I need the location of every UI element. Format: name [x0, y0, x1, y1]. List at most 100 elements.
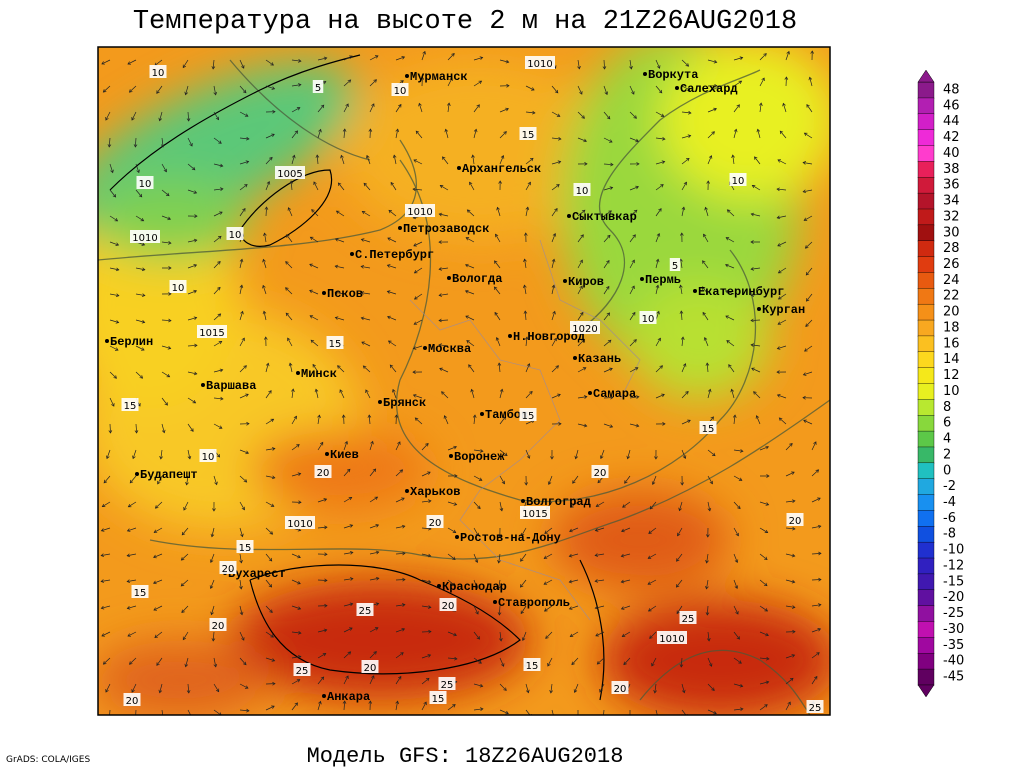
- wind-arrow: [597, 657, 605, 665]
- wind-arrow-head: [599, 455, 604, 460]
- colorbar-swatch: [917, 319, 935, 337]
- wind-arrow-head: [210, 533, 215, 538]
- wind-arrow-head: [415, 130, 420, 135]
- wind-arrow: [239, 184, 248, 191]
- wind-arrow-head: [216, 453, 221, 458]
- wind-arrow-head: [543, 555, 548, 559]
- wind-arrow-head: [572, 480, 576, 484]
- wind-arrow-head: [706, 638, 711, 642]
- wind-arrow: [388, 340, 397, 347]
- wind-arrow-head: [389, 364, 394, 369]
- wind-arrow: [731, 389, 735, 399]
- wind-arrow-head: [395, 700, 400, 705]
- wind-arrow: [265, 579, 272, 588]
- wind-arrow: [681, 709, 687, 715]
- colorbar-label: 12: [943, 368, 960, 383]
- wind-arrow-head: [412, 370, 416, 374]
- wind-arrow: [387, 237, 397, 243]
- contour-label-box: [679, 611, 697, 624]
- wind-arrow-head: [705, 612, 710, 616]
- wind-arrow: [343, 497, 352, 503]
- contour-label: 10: [139, 179, 152, 190]
- colorbar-swatch: [917, 303, 935, 321]
- city-label: Анкара: [327, 690, 370, 704]
- wind-arrow-head: [182, 64, 187, 69]
- colorbar-label: -40: [943, 654, 964, 669]
- wind-arrow-head: [344, 440, 348, 445]
- wind-arrow: [135, 345, 145, 351]
- wind-arrow: [726, 340, 735, 347]
- wind-arrow-head: [412, 394, 417, 398]
- wind-arrow-head: [660, 184, 664, 188]
- wind-arrow-head: [220, 187, 224, 191]
- wind-arrow-head: [339, 389, 343, 393]
- wind-arrow: [395, 56, 405, 61]
- wind-arrow: [127, 579, 137, 582]
- credit: GrADS: COLA/IGES: [6, 755, 90, 765]
- city-label: Будапешт: [140, 468, 198, 482]
- wind-arrow: [395, 441, 401, 451]
- wind-arrow-head: [113, 375, 117, 379]
- wind-arrow: [361, 266, 371, 269]
- wind-arrow-head: [322, 653, 327, 657]
- wind-arrow-head: [402, 551, 406, 556]
- wind-arrow: [239, 475, 247, 483]
- wind-arrow-head: [262, 284, 266, 289]
- colorbar-label: 14: [943, 352, 960, 367]
- wind-arrow-head: [676, 558, 680, 562]
- wind-arrow-head: [194, 343, 198, 348]
- wind-arrow: [187, 290, 197, 295]
- wind-arrow-head: [713, 59, 718, 64]
- wind-arrow: [159, 683, 163, 693]
- wind-arrow-head: [569, 633, 574, 637]
- wind-arrow-head: [495, 337, 500, 341]
- wind-arrow-head: [594, 605, 599, 610]
- wind-arrow: [603, 339, 612, 347]
- wind-arrow-head: [702, 260, 706, 264]
- wind-arrow-head: [349, 577, 354, 581]
- wind-arrow: [361, 317, 371, 321]
- wind-arrow-head: [658, 208, 662, 212]
- wind-arrow: [317, 104, 325, 113]
- city-label: Волгоград: [526, 495, 591, 509]
- wind-arrow: [439, 267, 449, 270]
- wind-arrow: [335, 291, 345, 295]
- wind-arrow-head: [187, 455, 192, 460]
- city-dot: [201, 383, 205, 387]
- wind-arrow: [447, 631, 457, 636]
- wind-arrow-head: [656, 233, 661, 237]
- wind-arrow-head: [497, 559, 501, 564]
- contour-label-box: [219, 561, 237, 574]
- wind-arrow-head: [214, 481, 218, 486]
- wind-arrow-head: [158, 689, 163, 694]
- wind-arrow: [135, 371, 143, 379]
- wind-arrow-head: [298, 59, 302, 63]
- wind-arrow: [569, 527, 579, 532]
- city-dot: [447, 276, 451, 280]
- wind-arrow-head: [754, 156, 758, 160]
- city-dot: [643, 72, 647, 76]
- contour-label: 1020: [572, 324, 597, 335]
- wind-arrow-head: [604, 91, 609, 96]
- wind-arrow: [733, 553, 738, 563]
- wind-arrow: [728, 364, 735, 373]
- colorbar-label: 2: [943, 447, 951, 462]
- wind-arrow-head: [374, 496, 379, 500]
- wind-arrow: [676, 579, 683, 588]
- wind-arrow: [603, 85, 608, 95]
- city-dot: [405, 489, 409, 493]
- wind-arrow: [210, 579, 215, 589]
- wind-arrow-head: [131, 117, 135, 121]
- wind-arrow: [239, 393, 249, 399]
- wind-arrow-head: [688, 110, 692, 115]
- wind-arrow-head: [127, 61, 131, 65]
- wind-arrow: [811, 628, 821, 633]
- wind-arrow: [154, 631, 163, 638]
- wind-arrow: [317, 57, 327, 61]
- wind-arrow-head: [427, 579, 432, 584]
- wind-arrow: [733, 501, 741, 509]
- wind-arrow-head: [815, 469, 820, 473]
- contour-label: 1015: [199, 328, 224, 339]
- wind-arrow-head: [473, 128, 478, 133]
- contour-label-box: [405, 204, 435, 217]
